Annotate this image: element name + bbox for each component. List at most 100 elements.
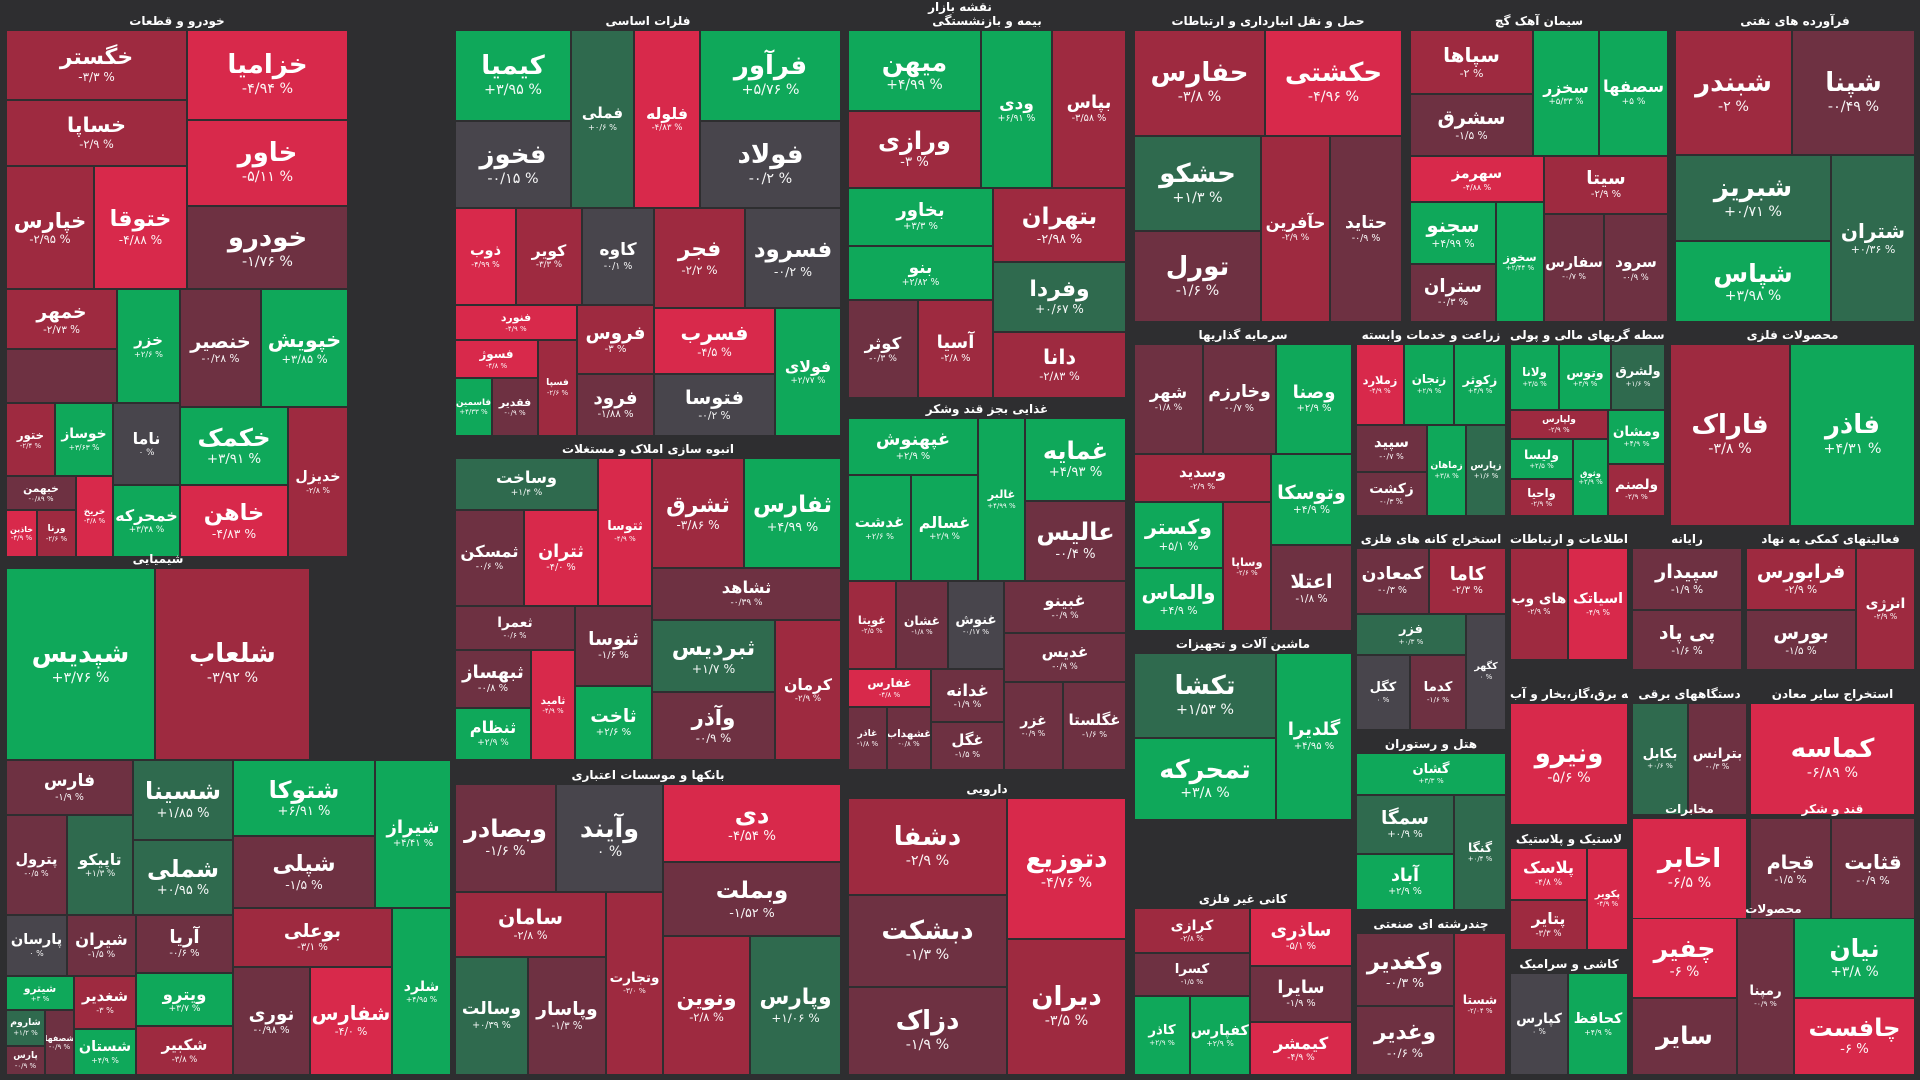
stock-tile[interactable]: تاپیکو +۱/۳ %: [67, 815, 133, 915]
stock-tile[interactable]: [6, 349, 117, 403]
stock-tile[interactable]: فزر +۰/۳ %: [1356, 614, 1466, 655]
stock-tile[interactable]: وتجارت -۳/۰ %: [606, 892, 663, 1075]
stock-tile[interactable]: فولاد -۰/۲ %: [700, 121, 841, 208]
stock-tile[interactable]: چفیر -۶ %: [1632, 918, 1737, 998]
stock-tile[interactable]: کدما -۱/۶ %: [1410, 655, 1466, 730]
stock-tile[interactable]: سیتا -۲/۹ %: [1544, 156, 1668, 214]
stock-tile[interactable]: ثبردیس +۱/۷ %: [652, 620, 775, 692]
stock-tile[interactable]: کگهر ۰ %: [1466, 614, 1506, 730]
stock-tile[interactable]: وثوق +۲/۹ %: [1573, 439, 1608, 516]
stock-tile[interactable]: خزامیا -۴/۹۴ %: [187, 30, 348, 120]
stock-tile[interactable]: وتوس +۳/۹ %: [1559, 344, 1611, 410]
stock-tile[interactable]: ولانا +۳/۵ %: [1510, 344, 1559, 410]
stock-tile[interactable]: پارسان ۰ %: [6, 915, 67, 976]
stock-tile[interactable]: حشکو +۱/۳ %: [1134, 136, 1261, 231]
stock-tile[interactable]: بورس -۱/۵ %: [1746, 610, 1856, 670]
stock-tile[interactable]: پلاسک -۴/۸ %: [1510, 848, 1587, 900]
stock-tile[interactable]: دبشکت -۱/۳ %: [848, 895, 1007, 987]
stock-tile[interactable]: شبندر -۲ %: [1675, 30, 1792, 155]
stock-tile[interactable]: ونیرو -۵/۶ %: [1510, 703, 1628, 825]
stock-tile[interactable]: فنورد -۴/۹ %: [455, 305, 577, 340]
stock-tile[interactable]: خساپا -۲/۹ %: [6, 100, 187, 166]
stock-tile[interactable]: ختور -۲/۴ %: [6, 403, 55, 476]
stock-tile[interactable]: بتهران -۲/۹۸ %: [993, 188, 1126, 262]
stock-tile[interactable]: دیران -۳/۵ %: [1007, 939, 1126, 1075]
stock-tile[interactable]: سخزر +۵/۳۳ %: [1533, 30, 1599, 156]
stock-tile[interactable]: کمعادن -۰/۳ %: [1356, 548, 1429, 614]
stock-tile[interactable]: وبملت -۱/۵۲ %: [663, 862, 841, 936]
stock-tile[interactable]: ثتران -۴/۰ %: [524, 510, 598, 606]
stock-tile[interactable]: شپدیس +۳/۷۶ %: [6, 568, 155, 760]
stock-tile[interactable]: وبصادر -۱/۶ %: [455, 784, 556, 892]
stock-tile[interactable]: فسوژ -۴/۸ %: [455, 340, 538, 378]
stock-tile[interactable]: شلعاب -۳/۹۲ %: [155, 568, 310, 760]
stock-tile[interactable]: دزاک -۱/۹ %: [848, 987, 1007, 1075]
stock-tile[interactable]: ثامید -۴/۹ %: [531, 650, 575, 760]
stock-tile[interactable]: وآذر -۰/۹ %: [652, 692, 775, 760]
stock-tile[interactable]: ساذری -۵/۱ %: [1250, 908, 1352, 966]
stock-tile[interactable]: وساخت +۱/۴ %: [455, 458, 598, 510]
stock-tile[interactable]: پکویر -۴/۹ %: [1587, 848, 1628, 950]
stock-tile[interactable]: غبینو -۰/۹ %: [1004, 581, 1126, 633]
stock-tile[interactable]: آباد +۲/۹ %: [1356, 854, 1454, 910]
stock-tile[interactable]: دانا -۲/۸۳ %: [993, 332, 1126, 398]
stock-tile[interactable]: شیراز +۴/۴۱ %: [375, 760, 451, 908]
stock-tile[interactable]: گنگا +۰/۴ %: [1454, 795, 1506, 910]
stock-tile[interactable]: زکوثر +۴/۹ %: [1454, 344, 1506, 425]
stock-tile[interactable]: وآیند ۰ %: [556, 784, 663, 892]
stock-tile[interactable]: غالبر +۴/۹۹ %: [978, 418, 1025, 581]
stock-tile[interactable]: دی -۴/۵۴ %: [663, 784, 841, 862]
stock-tile[interactable]: خپارس -۲/۹۵ %: [6, 166, 94, 289]
stock-tile[interactable]: دتوزیع -۴/۷۶ %: [1007, 798, 1126, 939]
stock-tile[interactable]: فاسمین +۴/۳۳ %: [455, 378, 492, 436]
stock-tile[interactable]: سرود -۰/۹ %: [1604, 214, 1668, 322]
stock-tile[interactable]: سشرق -۱/۵ %: [1410, 94, 1533, 156]
stock-tile[interactable]: شهر -۱/۸ %: [1134, 344, 1203, 454]
stock-tile[interactable]: خگستر -۳/۳ %: [6, 30, 187, 100]
stock-tile[interactable]: فاذر +۴/۳۱ %: [1790, 344, 1915, 526]
stock-tile[interactable]: وغدیر -۰/۶ %: [1356, 1006, 1454, 1075]
stock-tile[interactable]: پتایر -۳/۳ %: [1510, 900, 1587, 950]
stock-tile[interactable]: سایرا -۱/۹ %: [1250, 966, 1352, 1022]
stock-tile[interactable]: ثنظام +۲/۹ %: [455, 708, 531, 760]
stock-tile[interactable]: وصنا +۲/۹ %: [1276, 344, 1352, 454]
stock-tile[interactable]: خکمک +۳/۹۱ %: [180, 407, 288, 485]
stock-tile[interactable]: کسرا -۱/۵ %: [1134, 953, 1250, 996]
stock-tile[interactable]: زکشت -۰/۳ %: [1356, 472, 1427, 516]
stock-tile[interactable]: گشان +۳/۳ %: [1356, 753, 1506, 795]
stock-tile[interactable]: زپارس +۱/۶ %: [1466, 425, 1506, 516]
stock-tile[interactable]: خمحرکه +۳/۳۸ %: [113, 485, 180, 557]
stock-tile[interactable]: اسیاتک -۴/۹ %: [1568, 548, 1628, 660]
stock-tile[interactable]: خوساز +۳/۶۳ %: [55, 403, 113, 476]
stock-tile[interactable]: ثنوسا -۱/۶ %: [575, 606, 652, 686]
stock-tile[interactable]: زماهان +۳/۸ %: [1427, 425, 1466, 516]
stock-tile[interactable]: تکشا +۱/۵۳ %: [1134, 653, 1276, 738]
stock-tile[interactable]: ویترو +۳/۷ %: [136, 973, 233, 1026]
stock-tile[interactable]: حفارس -۳/۸ %: [1134, 30, 1265, 136]
stock-tile[interactable]: کویر -۳/۳ %: [516, 208, 582, 305]
stock-tile[interactable]: والماس +۴/۹ %: [1134, 568, 1223, 631]
stock-tile[interactable]: غمایه +۴/۹۳ %: [1025, 418, 1126, 501]
stock-tile[interactable]: شپنا -۰/۴۹ %: [1792, 30, 1915, 155]
stock-tile[interactable]: کرمان -۲/۹ %: [775, 620, 841, 760]
stock-tile[interactable]: شاروم +۱/۲ %: [6, 1010, 45, 1046]
stock-tile[interactable]: وکغدیر -۰/۳ %: [1356, 933, 1454, 1006]
stock-tile[interactable]: کاما -۲/۳ %: [1429, 548, 1506, 614]
stock-tile[interactable]: آسیا -۲/۸ %: [918, 300, 993, 398]
stock-tile[interactable]: فخوز -۰/۱۵ %: [455, 121, 571, 208]
stock-tile[interactable]: سفارس -۰/۷ %: [1544, 214, 1604, 322]
stock-tile[interactable]: خمهر -۲/۷۳ %: [6, 289, 117, 349]
stock-tile[interactable]: ودی +۶/۹۱ %: [981, 30, 1052, 188]
stock-tile[interactable]: وساپا -۲/۶ %: [1223, 502, 1271, 631]
stock-tile[interactable]: سجنو +۴/۹۹ %: [1410, 202, 1496, 264]
stock-tile[interactable]: انرژی -۲/۹ %: [1856, 548, 1915, 670]
stock-tile[interactable]: چافست -۶ %: [1794, 998, 1915, 1075]
stock-tile[interactable]: فقدیر -۰/۹ %: [492, 378, 538, 436]
stock-tile[interactable]: خودرو -۱/۷۶ %: [187, 206, 348, 289]
stock-tile[interactable]: فرآور +۵/۷۶ %: [700, 30, 841, 121]
stock-tile[interactable]: غگلستا -۱/۶ %: [1063, 682, 1126, 770]
stock-tile[interactable]: شیران -۱/۵ %: [67, 915, 136, 976]
stock-tile[interactable]: ستران -۰/۳ %: [1410, 264, 1496, 322]
stock-tile[interactable]: ثاخت +۲/۶ %: [575, 686, 652, 760]
stock-tile[interactable]: فملی +۰/۶ %: [571, 30, 634, 208]
